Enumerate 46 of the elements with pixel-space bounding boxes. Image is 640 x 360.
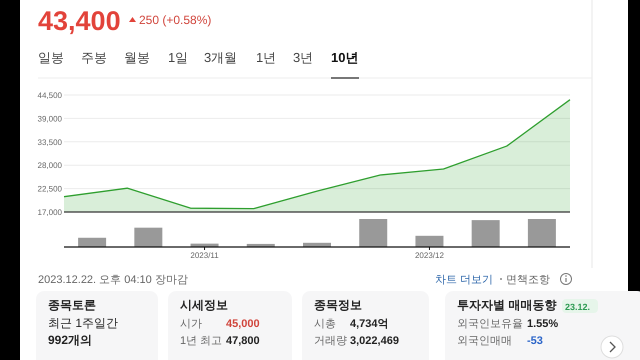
chart-subtitle: 250 (+0.58%) xyxy=(139,13,212,27)
text: 종목토론 xyxy=(48,298,96,312)
text: 차트 더보기 xyxy=(435,274,494,286)
y-tick-label: 39,000 xyxy=(38,114,63,124)
x-tick-label: 2023/11 xyxy=(190,251,220,260)
text: 시총 xyxy=(314,318,336,330)
text: 종목정보 xyxy=(314,298,362,312)
y-tick-label: 44,500 xyxy=(38,91,63,100)
y-tick-label: 28,000 xyxy=(38,161,63,170)
text: 면책조항 xyxy=(506,274,550,286)
text: 3,022,469 xyxy=(350,335,399,347)
text: 주봉 xyxy=(81,50,107,65)
text: 외국인보유율 xyxy=(457,318,523,330)
text: 거래량 xyxy=(314,335,347,347)
y-tick-label: 17,000 xyxy=(38,208,63,217)
text: 23.12. xyxy=(565,302,590,312)
y-tick-label: 33,500 xyxy=(38,138,63,147)
text: 투자자별 매매동향 xyxy=(457,298,556,312)
y-tick-label: 22,500 xyxy=(38,184,63,194)
text: 3년 xyxy=(293,50,314,65)
text: 1년 최고 xyxy=(180,335,222,347)
text: 2023.12.22. 오후 04:10 장마감 xyxy=(38,274,188,286)
text: 1년 xyxy=(256,50,276,65)
bar xyxy=(359,219,388,247)
text: 3개월 xyxy=(204,50,238,65)
x-tick-label: 2023/12 xyxy=(414,251,444,260)
text: 최근 1주일간 xyxy=(48,316,118,330)
bar xyxy=(78,238,106,247)
text: 47,800 xyxy=(226,335,260,347)
text: 10년 xyxy=(331,50,358,65)
bar xyxy=(134,228,162,247)
text: 45,000 xyxy=(226,318,260,330)
bar xyxy=(415,236,444,247)
text: -53 xyxy=(527,335,543,347)
chart-title: 43,400 xyxy=(38,6,121,36)
text: 시가 xyxy=(180,318,202,330)
text: 시세정보 xyxy=(180,298,228,312)
text: 1일 xyxy=(168,50,188,65)
bar xyxy=(472,220,500,247)
text: 일봉 xyxy=(38,50,64,65)
bar xyxy=(528,219,556,247)
text: 1.55% xyxy=(527,318,558,330)
text: 4,734억 xyxy=(350,318,389,330)
text: 992개의 xyxy=(48,333,92,347)
text: 월봉 xyxy=(124,50,150,65)
text: 외국인매매 xyxy=(457,335,512,347)
